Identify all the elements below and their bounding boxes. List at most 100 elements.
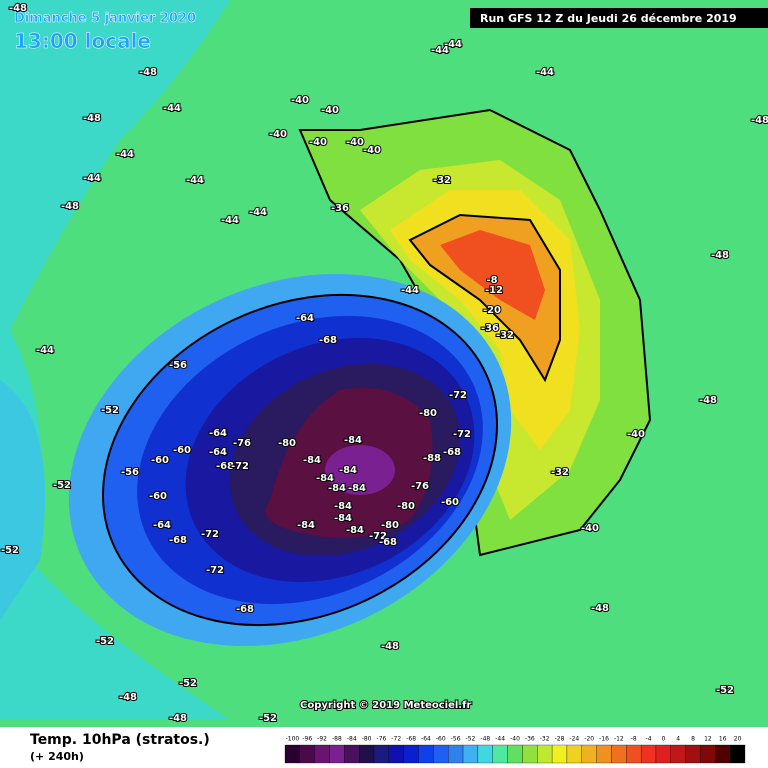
contour-label: -84 (346, 525, 364, 536)
contour-label: -52 (1, 545, 19, 556)
legend-label: -96 (302, 736, 312, 743)
contour-label: -64 (209, 428, 227, 439)
contour-label: -84 (339, 465, 357, 476)
contour-label: -48 (711, 250, 729, 261)
legend-label: 16 (719, 736, 727, 743)
contour-label: -44 (431, 45, 449, 56)
legend-label: -84 (347, 736, 357, 743)
contour-label: -48 (381, 641, 399, 652)
contour-label: -44 (221, 215, 239, 226)
contour-label: -64 (296, 313, 314, 324)
contour-label: -72 (369, 531, 387, 542)
legend-swatch (522, 744, 538, 764)
contour-label: -44 (83, 173, 101, 184)
contour-label: -52 (716, 685, 734, 696)
legend-swatch (433, 744, 449, 764)
contour-label: -40 (309, 137, 327, 148)
contour-label: -12 (485, 285, 503, 296)
legend-swatch (299, 744, 315, 764)
legend-swatch (537, 744, 553, 764)
legend-label: -60 (436, 736, 446, 743)
contour-label: -32 (496, 330, 514, 341)
legend-label: -12 (614, 736, 624, 743)
legend-swatch (462, 744, 479, 764)
legend-label: -4 (646, 736, 652, 743)
contour-label: -32 (433, 175, 451, 186)
contour-label: -84 (334, 501, 352, 512)
contour-label: -52 (179, 678, 197, 689)
legend-label: 12 (704, 736, 712, 743)
legend-swatch (596, 744, 612, 764)
contour-label: -48 (751, 115, 768, 126)
legend-label: 4 (676, 736, 680, 743)
legend-label: -28 (555, 736, 565, 743)
cold-zone (0, 380, 45, 620)
legend-swatch (344, 744, 360, 764)
contour-label: -76 (411, 481, 429, 492)
legend-label: -16 (599, 736, 609, 743)
contour-label: -84 (334, 513, 352, 524)
legend-swatch (551, 744, 568, 764)
contour-label: -44 (401, 285, 419, 296)
contour-label: -44 (536, 67, 554, 78)
contour-label: -44 (186, 175, 204, 186)
contour-label: -44 (163, 103, 181, 114)
contour-label: -40 (346, 137, 364, 148)
contour-label: -84 (348, 483, 366, 494)
legend-swatch (329, 744, 345, 764)
contour-label: -48 (61, 201, 79, 212)
time: 13:00 locale (14, 29, 151, 53)
contour-label: -72 (449, 390, 467, 401)
legend-swatch (611, 744, 627, 764)
run: Run GFS 12 Z du Jeudi 26 décembre 2019 (480, 12, 737, 25)
legend-swatch (359, 744, 375, 764)
cold-zone (0, 0, 230, 720)
legend-label: -40 (510, 736, 520, 743)
legend-label: -100 (286, 736, 300, 743)
contour-label: -60 (441, 497, 459, 508)
legend-label: -36 (525, 736, 535, 743)
contour-label: -36 (331, 203, 349, 214)
copyright: Copyright © 2019 Meteociel.fr (300, 700, 471, 711)
legend-label: -80 (362, 736, 372, 743)
legend-label: -48 (480, 736, 490, 743)
contour-label: -68 (443, 447, 461, 458)
contour-label: -80 (397, 501, 415, 512)
legend-swatch (730, 744, 746, 764)
contour-label: -48 (139, 67, 157, 78)
legend-label: -20 (584, 736, 594, 743)
legend-label: -68 (406, 736, 416, 743)
legend-swatch (581, 744, 597, 764)
legend-swatch (284, 744, 300, 764)
contour-label: -40 (291, 95, 309, 106)
legend-label: -72 (391, 736, 401, 743)
contour-label: -40 (269, 129, 287, 140)
legend-label: 20 (734, 736, 742, 743)
contour-label: -44 (116, 149, 134, 160)
legend-swatch (388, 744, 404, 764)
contour-label: -80 (381, 520, 399, 531)
contour-label: -52 (259, 713, 277, 724)
legend-label: -56 (451, 736, 461, 743)
contour-label: -40 (627, 429, 645, 440)
warm-zone (440, 230, 545, 320)
contour-label: -44 (444, 39, 462, 50)
contour-label: -52 (53, 480, 71, 491)
contour-label: -68 (169, 535, 187, 546)
legend-label: -32 (540, 736, 550, 743)
legend-label: -76 (377, 736, 387, 743)
contour-label: -32 (551, 467, 569, 478)
contour-label: -84 (344, 435, 362, 446)
legend-swatch (566, 744, 582, 764)
contour-label: -72 (453, 429, 471, 440)
contour-label: -36 (481, 323, 499, 334)
legend-swatch (626, 744, 642, 764)
contour-label: -20 (483, 305, 501, 316)
contour-label: -48 (9, 3, 27, 14)
legend-swatch (685, 744, 701, 764)
contour-label: -88 (423, 453, 441, 464)
legend-swatch (715, 744, 731, 764)
contour-label: -60 (151, 455, 169, 466)
